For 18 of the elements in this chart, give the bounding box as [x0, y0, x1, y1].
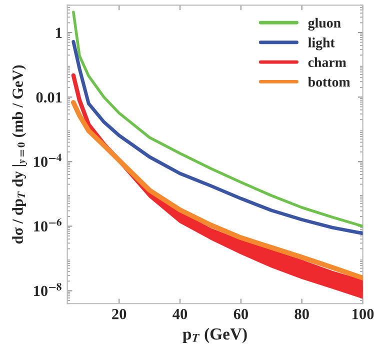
- x-tick-label: 20: [112, 308, 126, 320]
- y-tick-label: 10$^{−8}$: [34, 282, 62, 296]
- legend-label: charm: [308, 57, 346, 68]
- x-axis-title: p$_{T}$ (GeV): [182, 328, 247, 344]
- y-tick-label: 1: [56, 28, 62, 38]
- x-tick-label: 100: [352, 308, 374, 320]
- line-series: [72, 40, 363, 236]
- legend-label: bottom: [308, 76, 350, 87]
- x-tick-label: 80: [294, 308, 309, 320]
- legend-label: light: [308, 38, 335, 50]
- y-tick-label: 10$^{−6}$: [34, 218, 62, 232]
- y-axis-title: dσ / dp$_{T}$ dy |$_{y=0}$ (mb / GeV): [12, 65, 28, 244]
- y-tick-label: 10$^{−4}$: [34, 154, 62, 167]
- x-tick-label: 60: [234, 308, 248, 320]
- line-series: [72, 10, 363, 228]
- y-tick-label: 0.01: [36, 92, 62, 103]
- legend-label: gluon: [308, 18, 341, 31]
- x-tick-label: 40: [172, 308, 188, 320]
